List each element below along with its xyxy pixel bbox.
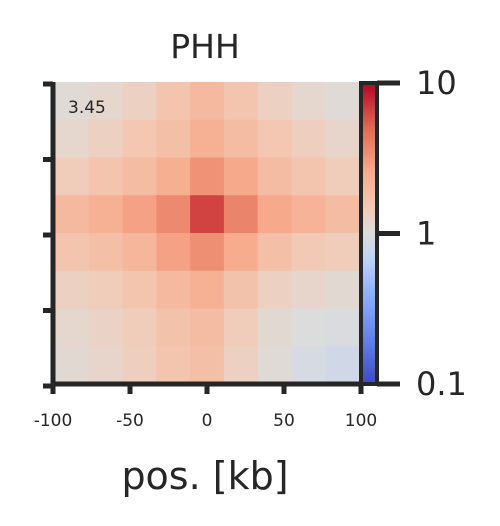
heatmap-cell (55, 119, 90, 159)
heatmap-cell (223, 119, 259, 159)
heatmap-cell (291, 82, 326, 121)
heatmap-cell (156, 195, 191, 234)
x-tick-label: -50 (116, 411, 144, 431)
heatmap-cell (55, 157, 90, 196)
heatmap-cell (88, 270, 124, 310)
heatmap-cell (190, 308, 225, 347)
heatmap-cell (88, 82, 124, 121)
corner-annotation: 3.45 (68, 98, 106, 118)
heatmap-cell (257, 119, 293, 159)
heatmap-cell (325, 119, 360, 159)
heatmap-cell (291, 270, 326, 310)
heatmap-cell (88, 233, 124, 272)
heatmap-cell (223, 233, 259, 272)
x-tick-label: 100 (345, 411, 377, 431)
heatmap-cell (122, 157, 157, 196)
heatmap-cell (55, 195, 90, 234)
colorbar-tick-label: 10 (416, 64, 457, 102)
heatmap-cell (122, 195, 157, 234)
x-ticks: -100 -50 0 50 100 (34, 384, 377, 431)
heatmap-cell (291, 346, 326, 385)
heatmap-cell (190, 270, 225, 310)
colorbar-ticks: 0.1 1 10 (377, 64, 467, 403)
chart-title: PHH (170, 27, 240, 66)
heatmap-cell (190, 82, 225, 121)
heatmap-cell (122, 270, 157, 310)
heatmap-cell (122, 82, 157, 121)
heatmap-cell (291, 308, 326, 347)
heatmap-cell (190, 195, 225, 234)
heatmap-cell (325, 157, 360, 196)
heatmap-cell (190, 119, 225, 159)
heatmap-cell (291, 233, 326, 272)
heatmap-cell (257, 233, 293, 272)
colorbar-tick-label: 0.1 (416, 365, 467, 403)
heatmap-cell (257, 308, 293, 347)
x-tick-label: 0 (202, 411, 213, 431)
x-axis-label: pos. [kb] (121, 454, 288, 498)
heatmap-cell (257, 346, 293, 385)
heatmap-cell (325, 82, 360, 121)
heatmap-cell (156, 119, 191, 159)
heatmap-cell (223, 157, 259, 196)
heatmap-cell (156, 82, 191, 121)
heatmap-cell (88, 346, 124, 385)
heatmap-cell (122, 308, 157, 347)
heatmap-cell (55, 82, 90, 121)
heatmap-cell (122, 346, 157, 385)
heatmap-cell (88, 157, 124, 196)
heatmap-cell (291, 119, 326, 159)
heatmap-cell (325, 346, 360, 385)
heatmap-cell (156, 270, 191, 310)
heatmap-cell (122, 119, 157, 159)
colorbar-tick-label: 1 (416, 215, 436, 253)
heatmap-cell (156, 157, 191, 196)
x-tick-label: 50 (273, 411, 295, 431)
heatmap-cell (190, 346, 225, 385)
heatmap-cell (156, 346, 191, 385)
heatmap-cell (122, 233, 157, 272)
heatmap-cell (55, 233, 90, 272)
heatmap-cell (325, 195, 360, 234)
heatmap-cell (291, 157, 326, 196)
heatmap-cell (257, 195, 293, 234)
heatmap-cell (88, 195, 124, 234)
heatmap-cell (257, 82, 293, 121)
heatmap-cell (88, 119, 124, 159)
heatmap-cell (190, 233, 225, 272)
heatmap-cell (325, 233, 360, 272)
heatmap-cell (55, 270, 90, 310)
x-tick-label: -100 (34, 411, 73, 431)
colorbar (359, 81, 379, 386)
heatmap-cell (55, 346, 90, 385)
heatmap-cell (257, 157, 293, 196)
heatmap-cell (156, 308, 191, 347)
heatmap-cell (223, 308, 259, 347)
heatmap (55, 82, 360, 385)
heatmap-cell (190, 157, 225, 196)
heatmap-cell (257, 270, 293, 310)
heatmap-cell (55, 308, 90, 347)
heatmap-cell (156, 233, 191, 272)
heatmap-cell (223, 82, 259, 121)
heatmap-cell (223, 346, 259, 385)
heatmap-cell (223, 195, 259, 234)
heatmap-cell (291, 195, 326, 234)
heatmap-cell (325, 308, 360, 347)
heatmap-cell (88, 308, 124, 347)
heatmap-cell (325, 270, 360, 310)
heatmap-cell (223, 270, 259, 310)
